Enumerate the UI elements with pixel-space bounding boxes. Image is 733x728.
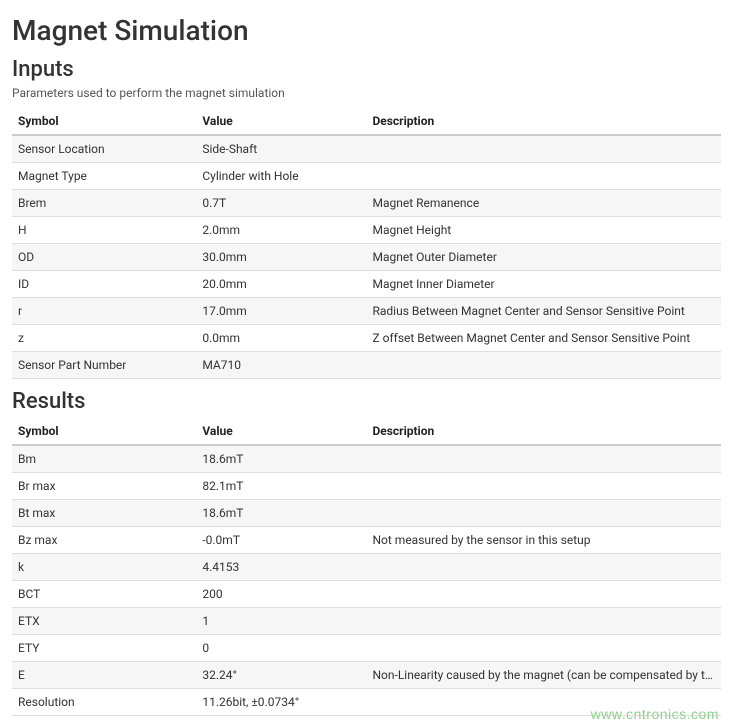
inputs-heading: Inputs bbox=[12, 57, 721, 82]
cell-description bbox=[366, 635, 721, 662]
cell-description bbox=[366, 163, 721, 190]
table-row: Magnet TypeCylinder with Hole bbox=[12, 163, 721, 190]
cell-value: 2.0mm bbox=[196, 217, 366, 244]
results-table: Symbol Value Description Bm18.6mT Br max… bbox=[12, 418, 721, 716]
cell-description: Magnet Height bbox=[366, 217, 721, 244]
table-row: ID20.0mmMagnet Inner Diameter bbox=[12, 271, 721, 298]
cell-symbol: r bbox=[12, 298, 196, 325]
cell-value: Side-Shaft bbox=[196, 135, 366, 163]
cell-description bbox=[366, 608, 721, 635]
table-row: Sensor Part NumberMA710 bbox=[12, 352, 721, 379]
cell-value: 0 bbox=[196, 635, 366, 662]
cell-value: 82.1mT bbox=[196, 473, 366, 500]
table-row: Sensor LocationSide-Shaft bbox=[12, 135, 721, 163]
inputs-col-description: Description bbox=[366, 108, 721, 135]
inputs-col-value: Value bbox=[196, 108, 366, 135]
inputs-caption: Parameters used to perform the magnet si… bbox=[12, 86, 721, 100]
table-row: Br max82.1mT bbox=[12, 473, 721, 500]
cell-description: Magnet Inner Diameter bbox=[366, 271, 721, 298]
cell-value: 17.0mm bbox=[196, 298, 366, 325]
cell-description: Not measured by the sensor in this setup bbox=[366, 527, 721, 554]
cell-symbol: Sensor Location bbox=[12, 135, 196, 163]
cell-value: 18.6mT bbox=[196, 445, 366, 473]
table-row: k4.4153 bbox=[12, 554, 721, 581]
cell-symbol: E bbox=[12, 662, 196, 689]
cell-symbol: ID bbox=[12, 271, 196, 298]
cell-symbol: z bbox=[12, 325, 196, 352]
cell-description: Magnet Outer Diameter bbox=[366, 244, 721, 271]
cell-value: 4.4153 bbox=[196, 554, 366, 581]
table-row: H2.0mmMagnet Height bbox=[12, 217, 721, 244]
table-row: ETY0 bbox=[12, 635, 721, 662]
cell-symbol: ETY bbox=[12, 635, 196, 662]
table-row: E32.24°Non-Linearity caused by the magne… bbox=[12, 662, 721, 689]
cell-value: 1 bbox=[196, 608, 366, 635]
table-row: Bm18.6mT bbox=[12, 445, 721, 473]
cell-description bbox=[366, 689, 721, 716]
cell-symbol: OD bbox=[12, 244, 196, 271]
table-row: Bt max18.6mT bbox=[12, 500, 721, 527]
cell-description bbox=[366, 352, 721, 379]
cell-value: -0.0mT bbox=[196, 527, 366, 554]
cell-value: 32.24° bbox=[196, 662, 366, 689]
table-row: Brem0.7TMagnet Remanence bbox=[12, 190, 721, 217]
cell-symbol: ETX bbox=[12, 608, 196, 635]
cell-value: 200 bbox=[196, 581, 366, 608]
cell-symbol: Br max bbox=[12, 473, 196, 500]
cell-description bbox=[366, 135, 721, 163]
cell-description: Radius Between Magnet Center and Sensor … bbox=[366, 298, 721, 325]
table-row: ETX1 bbox=[12, 608, 721, 635]
cell-description bbox=[366, 500, 721, 527]
page-title: Magnet Simulation bbox=[12, 14, 721, 47]
cell-description bbox=[366, 581, 721, 608]
cell-value: MA710 bbox=[196, 352, 366, 379]
cell-symbol: k bbox=[12, 554, 196, 581]
cell-symbol: Bm bbox=[12, 445, 196, 473]
cell-symbol: Brem bbox=[12, 190, 196, 217]
cell-symbol: Bz max bbox=[12, 527, 196, 554]
results-col-description: Description bbox=[366, 418, 721, 445]
cell-value: 30.0mm bbox=[196, 244, 366, 271]
inputs-col-symbol: Symbol bbox=[12, 108, 196, 135]
cell-value: 11.26bit, ±0.0734° bbox=[196, 689, 366, 716]
cell-symbol: Resolution bbox=[12, 689, 196, 716]
results-col-symbol: Symbol bbox=[12, 418, 196, 445]
cell-description bbox=[366, 445, 721, 473]
table-row: BCT200 bbox=[12, 581, 721, 608]
cell-symbol: Magnet Type bbox=[12, 163, 196, 190]
cell-description: Z offset Between Magnet Center and Senso… bbox=[366, 325, 721, 352]
cell-description: Magnet Remanence bbox=[366, 190, 721, 217]
cell-value: 18.6mT bbox=[196, 500, 366, 527]
cell-description: Non-Linearity caused by the magnet (can … bbox=[366, 662, 721, 689]
table-row: z0.0mmZ offset Between Magnet Center and… bbox=[12, 325, 721, 352]
cell-symbol: Sensor Part Number bbox=[12, 352, 196, 379]
table-row: Resolution11.26bit, ±0.0734° bbox=[12, 689, 721, 716]
inputs-table: Symbol Value Description Sensor Location… bbox=[12, 108, 721, 379]
results-col-value: Value bbox=[196, 418, 366, 445]
table-row: r17.0mmRadius Between Magnet Center and … bbox=[12, 298, 721, 325]
table-row: OD30.0mmMagnet Outer Diameter bbox=[12, 244, 721, 271]
results-heading: Results bbox=[12, 389, 721, 414]
table-row: Bz max-0.0mTNot measured by the sensor i… bbox=[12, 527, 721, 554]
cell-value: 20.0mm bbox=[196, 271, 366, 298]
cell-symbol: BCT bbox=[12, 581, 196, 608]
cell-value: 0.0mm bbox=[196, 325, 366, 352]
cell-value: 0.7T bbox=[196, 190, 366, 217]
cell-symbol: H bbox=[12, 217, 196, 244]
cell-description bbox=[366, 554, 721, 581]
cell-symbol: Bt max bbox=[12, 500, 196, 527]
cell-description bbox=[366, 473, 721, 500]
cell-value: Cylinder with Hole bbox=[196, 163, 366, 190]
